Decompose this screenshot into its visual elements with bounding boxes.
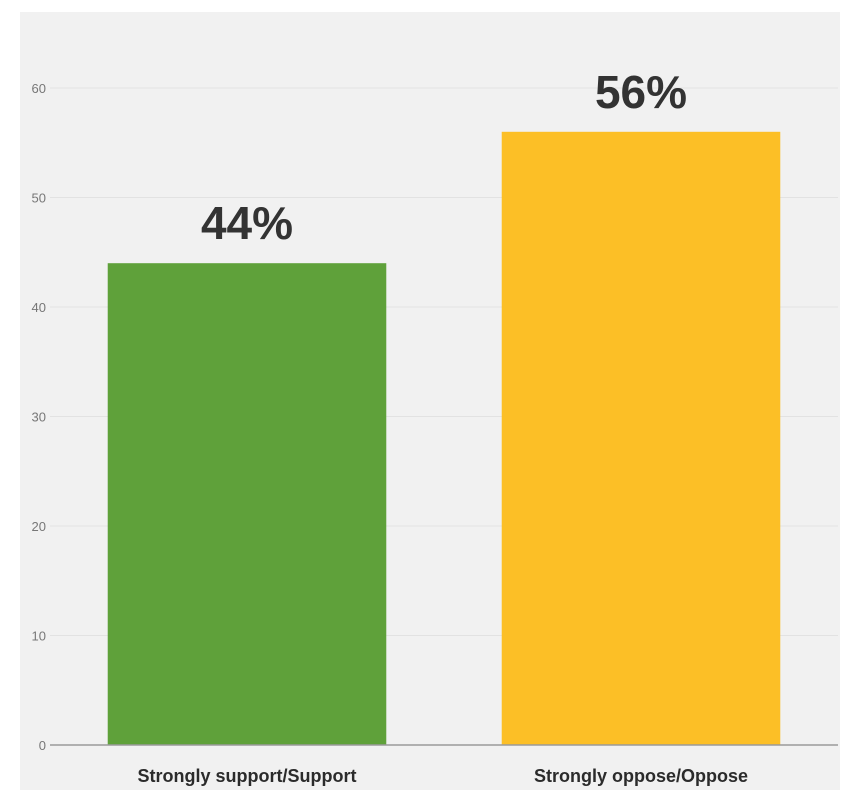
y-tick-label: 30 bbox=[32, 410, 46, 425]
y-tick-label: 20 bbox=[32, 519, 46, 534]
y-tick-label: 40 bbox=[32, 300, 46, 315]
y-tick-label: 0 bbox=[39, 738, 46, 753]
y-tick-label: 50 bbox=[32, 191, 46, 206]
data-labels: 44% 56% bbox=[201, 66, 687, 249]
y-tick-label: 10 bbox=[32, 629, 46, 644]
data-label: 44% bbox=[201, 197, 293, 249]
bars bbox=[107, 131, 781, 746]
x-category-label: Strongly oppose/Oppose bbox=[534, 766, 748, 786]
bar-1 bbox=[107, 263, 387, 745]
y-tick-label: 60 bbox=[32, 81, 46, 96]
x-axis-category-labels: Strongly support/Support Strongly oppose/… bbox=[138, 766, 749, 786]
data-label: 56% bbox=[595, 66, 687, 118]
x-category-label: Strongly support/Support bbox=[138, 766, 357, 786]
bar-2 bbox=[501, 131, 781, 746]
y-axis-ticks: 0 10 20 30 40 50 60 bbox=[32, 81, 46, 753]
